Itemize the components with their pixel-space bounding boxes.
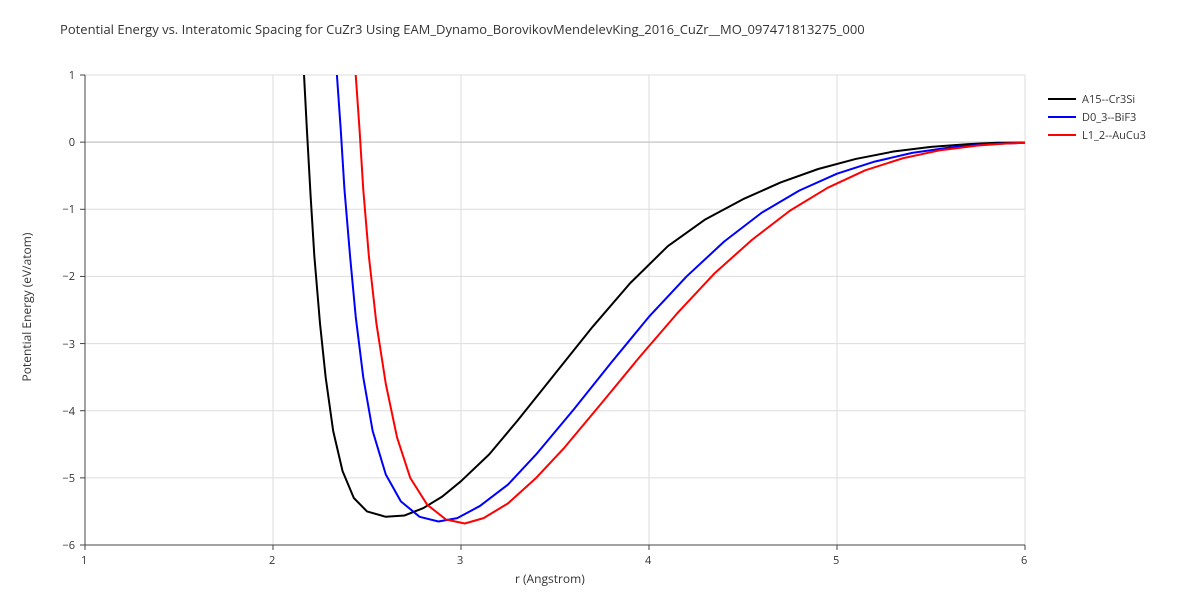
y-tick-label: 0 xyxy=(69,135,75,150)
x-tick-label: 2 xyxy=(269,553,275,568)
y-tick-label: −3 xyxy=(62,337,75,352)
x-tick-label: 1 xyxy=(81,553,87,568)
legend-label: L1_2--AuCu3 xyxy=(1082,128,1146,143)
y-tick-label: 1 xyxy=(69,68,75,83)
x-tick-label: 6 xyxy=(1021,553,1027,568)
y-tick-label: −1 xyxy=(62,202,75,217)
legend-label: D0_3--BiF3 xyxy=(1082,110,1136,125)
x-tick-label: 5 xyxy=(833,553,839,568)
series-line xyxy=(304,75,1025,517)
legend-swatch xyxy=(1048,98,1076,100)
legend-swatch xyxy=(1048,134,1076,136)
y-tick-label: −5 xyxy=(62,471,75,486)
x-axis-label: r (Angstrom) xyxy=(515,570,585,587)
legend: A15--Cr3Si D0_3--BiF3 L1_2--AuCu3 xyxy=(1048,90,1146,144)
y-tick-label: −4 xyxy=(62,404,75,419)
y-tick-label: −6 xyxy=(62,538,75,553)
legend-item[interactable]: L1_2--AuCu3 xyxy=(1048,126,1146,144)
x-tick-label: 4 xyxy=(645,553,651,568)
chart-container: { "chart": { "type": "line", "title": "P… xyxy=(0,0,1200,600)
legend-item[interactable]: A15--Cr3Si xyxy=(1048,90,1146,108)
x-tick-label: 3 xyxy=(457,553,463,568)
chart-title: Potential Energy vs. Interatomic Spacing… xyxy=(60,20,865,38)
legend-label: A15--Cr3Si xyxy=(1082,92,1135,107)
legend-swatch xyxy=(1048,116,1076,118)
y-axis-label: Potential Energy (eV/atom) xyxy=(18,233,35,382)
y-tick-label: −2 xyxy=(62,269,75,284)
plot-area xyxy=(85,75,1025,545)
legend-item[interactable]: D0_3--BiF3 xyxy=(1048,108,1146,126)
